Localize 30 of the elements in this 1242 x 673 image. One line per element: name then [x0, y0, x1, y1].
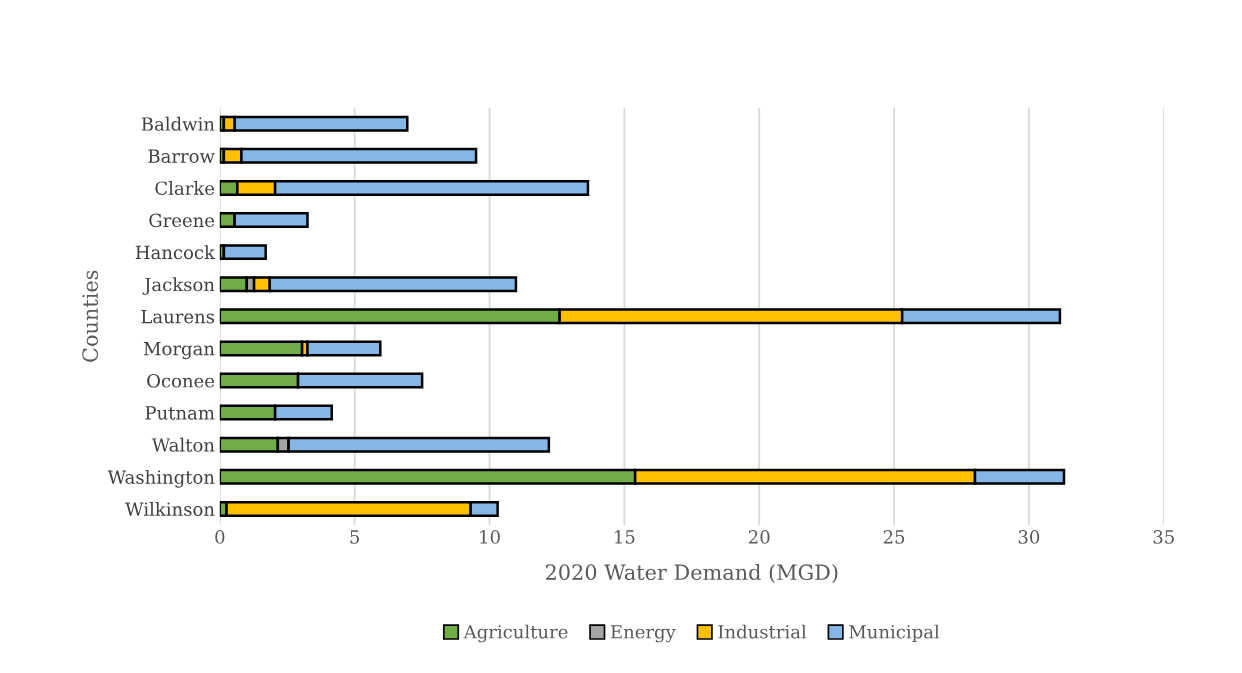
y-tick-label: Hancock — [135, 245, 216, 260]
x-tick-label: 20 — [748, 530, 770, 544]
y-tick-label: Baldwin — [141, 116, 215, 131]
x-tick-label: 30 — [1018, 530, 1040, 544]
legend-label: Energy — [610, 625, 676, 643]
x-tick-label: 35 — [1153, 530, 1174, 544]
y-tick-label: Clarke — [155, 181, 215, 196]
y-tick-label: Morgan — [143, 341, 215, 360]
y-tick-label: Barrow — [148, 149, 215, 163]
x-tick-label: 0 — [215, 530, 225, 544]
y-tick-label: Jackson — [142, 277, 215, 295]
y-tick-label: Washington — [107, 469, 215, 488]
x-tick-label: 25 — [883, 530, 905, 544]
x-tick-label: 5 — [350, 530, 360, 544]
y-tick-label: Laurens — [141, 310, 215, 324]
legend-label: Industrial — [718, 624, 807, 639]
x-tick-label: 10 — [480, 530, 500, 544]
legend-label: Agriculture — [463, 624, 568, 643]
legend-label: Municipal — [849, 624, 940, 643]
y-tick-label: Wilkinson — [125, 502, 215, 517]
bar — [219, 276, 249, 293]
y-axis-title: Counties — [82, 270, 99, 362]
y-tick-label: Greene — [149, 213, 215, 228]
bar — [222, 244, 267, 261]
x-tick-label: 15 — [615, 530, 635, 544]
y-tick-label: Oconee — [147, 373, 215, 388]
bar — [219, 340, 304, 357]
y-tick-label: Putnam — [145, 406, 215, 420]
y-tick-label: Walton — [151, 437, 215, 452]
x-axis-title: 2020 Water Demand (MGD) — [545, 563, 838, 584]
